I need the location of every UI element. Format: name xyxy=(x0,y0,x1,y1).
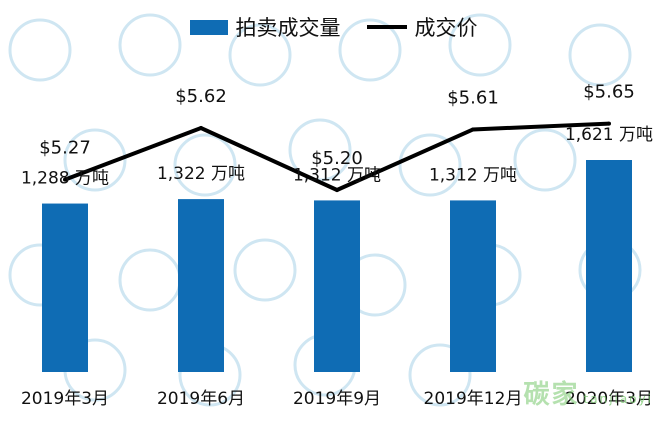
legend-label-price: 成交价 xyxy=(414,16,478,40)
watermark-ring xyxy=(173,133,237,197)
watermark-ring xyxy=(8,18,72,82)
watermark-ring xyxy=(338,18,402,82)
watermark-subtext: tanjiaoyi xyxy=(583,392,653,406)
bar-label-3: 1,312 万吨 xyxy=(293,165,381,185)
price-label-5: $5.65 xyxy=(583,82,635,103)
price-point-4 xyxy=(471,127,475,132)
price-point-2 xyxy=(199,126,203,130)
legend-line-swatch xyxy=(366,25,407,29)
x-tick-label-1: 2019年3月 xyxy=(21,389,109,409)
x-tick-label-5: 2020年3月 xyxy=(565,389,653,409)
bar-label-1: 1,288 万吨 xyxy=(21,169,109,189)
watermark-ring xyxy=(233,238,297,302)
bar-volume-4 xyxy=(450,200,496,372)
price-label-3: $5.20 xyxy=(311,148,363,169)
x-tick-label-2: 2019年6月 xyxy=(157,389,245,409)
price-label-1: $5.27 xyxy=(39,138,91,159)
watermark-ring xyxy=(568,23,632,87)
watermark-ring xyxy=(63,128,127,192)
bar-volume-1 xyxy=(42,203,88,372)
bar-series xyxy=(42,160,632,372)
price-point-3 xyxy=(335,188,339,192)
legend-item-price: 成交价 xyxy=(366,12,478,42)
watermark-ring xyxy=(448,13,512,77)
legend-bar-swatch xyxy=(189,19,228,35)
price-point-5 xyxy=(607,121,611,126)
bar-label-5: 1,621 万吨 xyxy=(565,125,653,145)
bar-volume-2 xyxy=(178,199,224,372)
price-point-1 xyxy=(63,177,67,182)
watermark-ring xyxy=(513,128,577,192)
watermark-logo: 碳家 tanjiaoyi xyxy=(524,374,653,411)
watermark-ring xyxy=(228,23,292,87)
bar-volume-5 xyxy=(586,160,632,372)
price-label-4: $5.61 xyxy=(447,87,499,108)
watermark-ring xyxy=(118,248,182,312)
bar-volume-3 xyxy=(314,200,360,372)
x-tick-label-4: 2019年12月 xyxy=(424,389,523,409)
legend: 拍卖成交量 成交价 xyxy=(0,12,667,42)
bar-label-4: 1,312 万吨 xyxy=(429,165,517,185)
data-labels: 1,288 万吨 1,322 万吨 1,312 万吨 1,312 万吨 1,621 万吨… xyxy=(21,82,653,189)
watermark-ring xyxy=(408,343,472,407)
watermark-ring xyxy=(288,118,352,182)
watermark-ring xyxy=(118,13,182,77)
bar-label-2: 1,322 万吨 xyxy=(157,164,245,184)
legend-item-volume: 拍卖成交量 xyxy=(189,12,341,42)
x-tick-label-3: 2019年9月 xyxy=(293,389,381,409)
x-axis-tick-labels: 2019年3月 2019年6月 2019年9月 2019年12月 2020年3月 xyxy=(21,389,653,409)
watermark-ring xyxy=(398,133,462,197)
watermark-text: 碳家 xyxy=(523,380,580,410)
legend-label-volume: 拍卖成交量 xyxy=(235,16,341,40)
line-series xyxy=(63,121,611,193)
price-label-2: $5.62 xyxy=(175,86,227,107)
